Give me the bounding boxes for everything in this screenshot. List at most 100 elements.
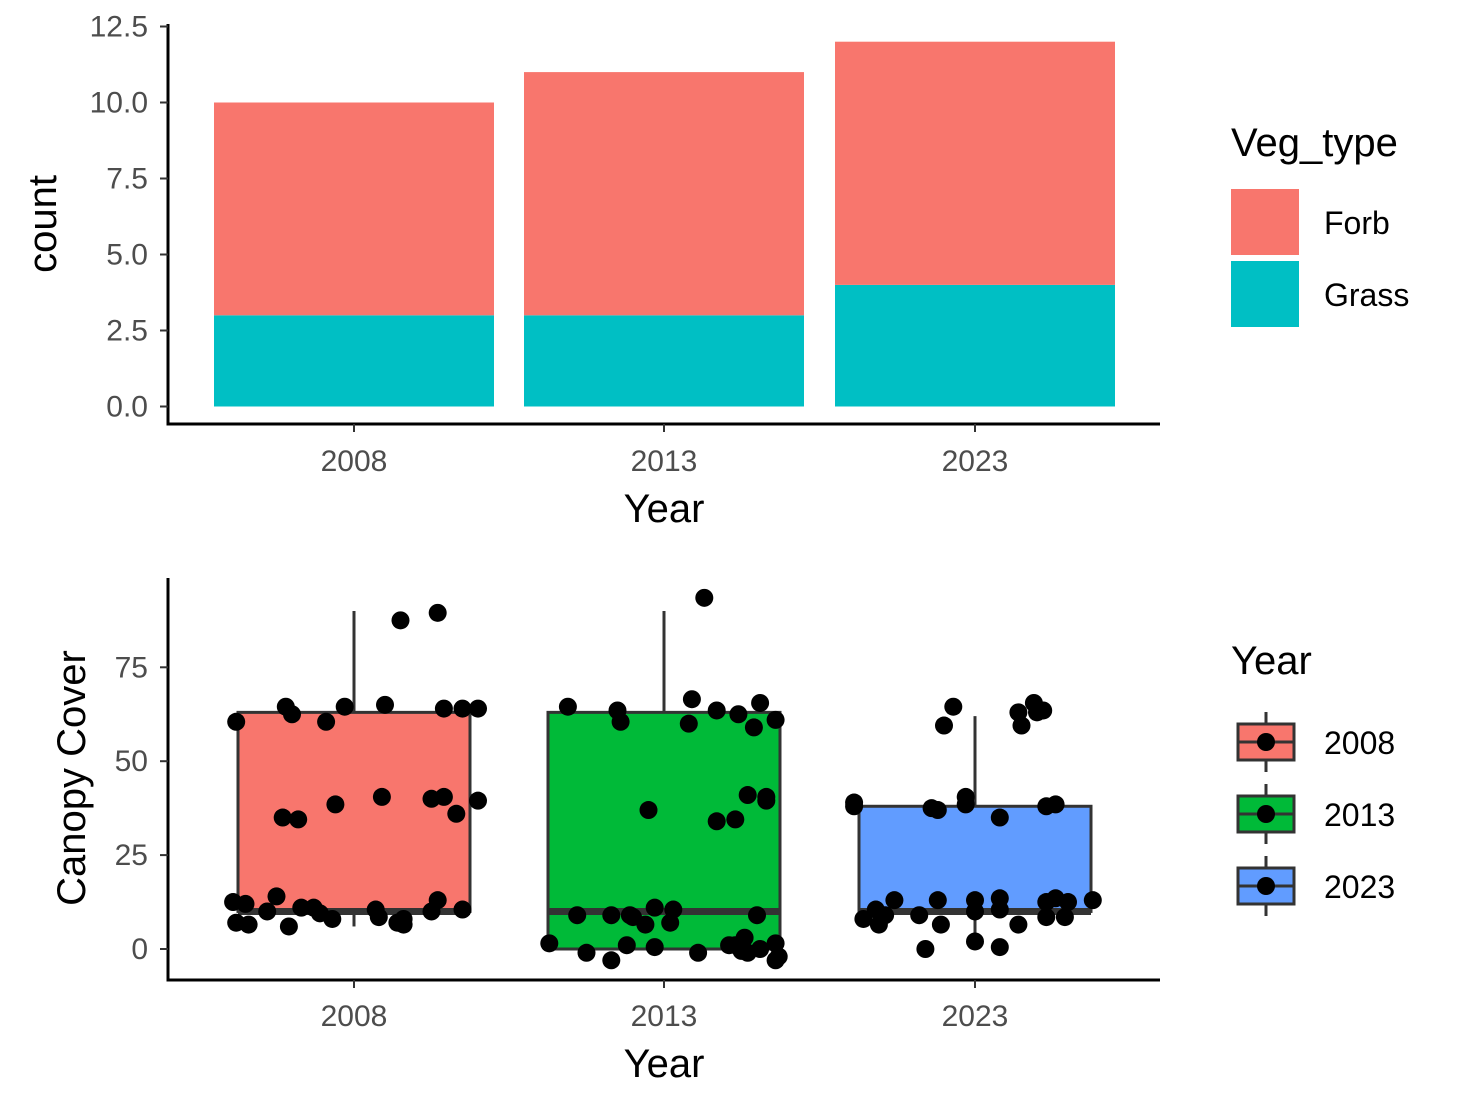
data-point [636, 915, 655, 934]
data-point [372, 787, 391, 806]
legend-label-grass: Grass [1324, 277, 1409, 313]
data-point [236, 894, 255, 913]
x-tick-label: 2008 [321, 445, 388, 478]
data-point [695, 588, 714, 607]
data-point [639, 801, 658, 820]
data-point [317, 712, 336, 731]
data-point [326, 795, 345, 814]
legend-key-2023 [1236, 856, 1296, 916]
data-point [394, 915, 413, 934]
data-point [602, 951, 621, 970]
x-tick-label: 2008 [321, 1000, 388, 1033]
data-point [664, 900, 683, 919]
data-point [928, 801, 947, 820]
data-point [279, 917, 298, 936]
y-axis-title: count [21, 175, 65, 273]
data-point [289, 810, 308, 829]
data-point [273, 808, 292, 827]
bar-forb-2013 [524, 72, 804, 316]
data-point [558, 697, 577, 716]
legend-key-point [1257, 805, 1275, 823]
data-point [744, 718, 763, 737]
data-point [766, 710, 785, 729]
data-point [369, 908, 388, 927]
data-point [1009, 915, 1028, 934]
data-point [434, 787, 453, 806]
data-point [227, 712, 246, 731]
bar-marks [214, 41, 1115, 407]
legend-key-grass [1231, 261, 1299, 327]
data-point [1034, 701, 1053, 720]
data-point [1055, 908, 1074, 927]
bar-grass-2023 [835, 284, 1115, 407]
data-point [602, 906, 621, 925]
data-point [376, 695, 394, 714]
stacked-bar-chart: 0.0 2.5 5.0 7.5 10.0 12.5 2008 2013 2023 Year co… [21, 11, 1409, 532]
data-point [916, 940, 935, 958]
x-tick-label: 2013 [631, 445, 698, 478]
data-point [428, 891, 447, 910]
data-point [689, 943, 708, 962]
data-point [990, 900, 1009, 919]
x-axis-title: Year [624, 1042, 705, 1086]
data-point [391, 611, 410, 630]
box-marks [236, 610, 1093, 951]
data-point [854, 909, 873, 928]
data-point [540, 934, 559, 953]
legend-key-2013 [1236, 784, 1296, 844]
bar-grass-2008 [214, 315, 494, 407]
legend-title: Veg_type [1231, 121, 1398, 165]
legend-key-2008 [1236, 712, 1296, 772]
bar-forb-2023 [835, 41, 1115, 285]
data-point [617, 936, 636, 955]
data-point [944, 697, 963, 716]
data-point [292, 898, 311, 917]
data-point [757, 791, 776, 810]
data-point [258, 902, 277, 921]
data-point [335, 697, 354, 716]
data-point [428, 603, 447, 622]
y-tick-label: 0.0 [106, 391, 148, 424]
data-point [751, 940, 770, 958]
data-point [469, 791, 487, 810]
x-tick-label: 2023 [942, 445, 1009, 478]
data-point [434, 699, 453, 718]
data-point [682, 690, 701, 709]
data-point [283, 705, 301, 724]
legend-key-point [1257, 877, 1275, 895]
data-point [568, 906, 587, 925]
data-point [729, 705, 748, 724]
box-plot-chart: 0 25 50 75 2008 2013 2023 Year Canopy Cover Ye… [50, 578, 1395, 1086]
data-point [769, 947, 788, 966]
legend-label-2008: 2008 [1324, 725, 1395, 761]
y-tick-label: 25 [115, 839, 148, 872]
legend-label-forb: Forb [1324, 205, 1390, 241]
legend: Veg_type Forb Grass [1231, 121, 1409, 327]
y-tick-label: 50 [115, 745, 148, 778]
y-tick-label: 5.0 [106, 239, 148, 272]
data-point [645, 938, 664, 957]
legend-label-2013: 2013 [1324, 797, 1395, 833]
axes: 0.0 2.5 5.0 7.5 10.0 12.5 2008 2013 2023 [90, 11, 1160, 478]
data-point [928, 891, 947, 910]
bar-grass-2013 [524, 315, 804, 407]
data-point [239, 915, 258, 934]
data-point [469, 699, 487, 718]
legend-key-point [1257, 733, 1275, 751]
y-tick-label: 0 [131, 933, 148, 966]
data-point [679, 714, 698, 733]
data-point [885, 891, 904, 910]
data-point [966, 932, 984, 951]
data-point [707, 812, 726, 831]
bar-forb-2008 [214, 102, 494, 316]
data-point [447, 804, 466, 823]
data-point [735, 928, 754, 947]
data-point [645, 898, 664, 917]
data-point [931, 915, 950, 934]
legend: Year 2008 2013 2023 [1231, 639, 1395, 916]
y-tick-label: 12.5 [90, 11, 148, 44]
y-tick-label: 2.5 [106, 315, 148, 348]
data-point [1037, 908, 1056, 927]
data-point [748, 906, 766, 925]
